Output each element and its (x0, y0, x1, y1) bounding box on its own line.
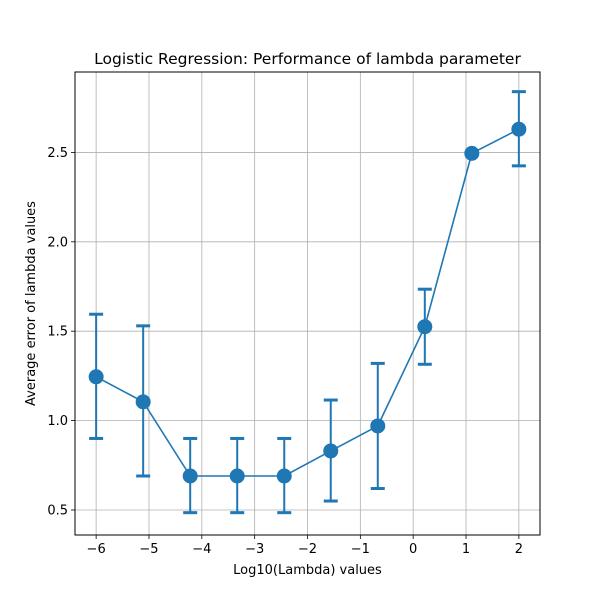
data-point (417, 319, 433, 335)
x-tick-label: −1 (351, 542, 370, 557)
chart-title: Logistic Regression: Performance of lamb… (94, 50, 521, 68)
data-point (88, 369, 104, 385)
x-tick-label: −5 (139, 542, 158, 557)
y-tick-label: 2.5 (47, 146, 68, 161)
series-line (95, 128, 520, 477)
x-axis-title: Log10(Lambda) values (233, 563, 382, 578)
data-point (323, 443, 339, 459)
data-point (370, 418, 386, 434)
data-point (135, 394, 151, 410)
y-axis-ticks: 0.5 1.0 1.5 2.0 2.5 (47, 146, 75, 518)
y-tick-label: 1.0 (47, 414, 68, 429)
x-tick-label: −2 (298, 542, 317, 557)
x-tick-label: −3 (245, 542, 264, 557)
x-tick-label: 2 (515, 542, 523, 557)
data-point (464, 145, 480, 161)
x-tick-label: 1 (462, 542, 470, 557)
y-tick-label: 1.5 (47, 325, 68, 340)
data-point (276, 468, 292, 484)
x-tick-label: −6 (87, 542, 106, 557)
data-point (511, 121, 527, 137)
x-tick-label: 0 (409, 542, 417, 557)
x-tick-label: −4 (192, 542, 211, 557)
series-line-group (95, 128, 520, 477)
data-point (229, 468, 245, 484)
data-markers (88, 121, 527, 484)
y-axis-title: Average error of lambda values (24, 201, 39, 406)
x-axis-ticks: −6 −5 −4 −3 −2 −1 0 1 2 (87, 535, 523, 557)
y-tick-label: 0.5 (47, 503, 68, 518)
data-point (182, 468, 198, 484)
y-tick-label: 2.0 (47, 235, 68, 250)
